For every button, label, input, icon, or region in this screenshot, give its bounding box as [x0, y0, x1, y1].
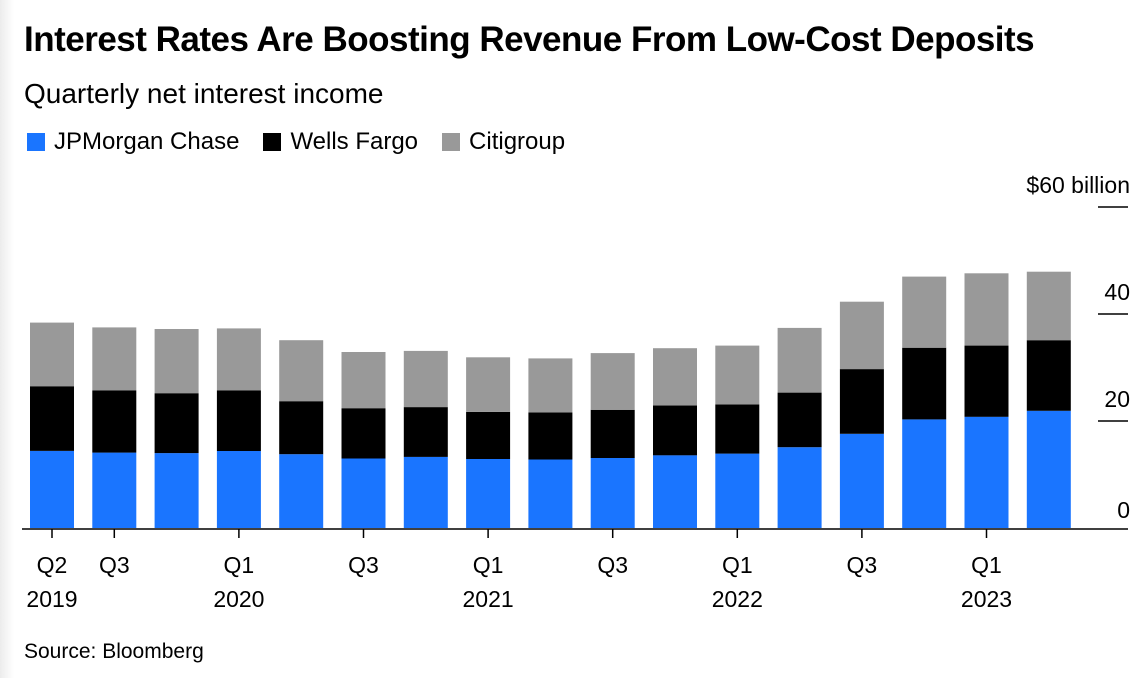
bar-segment-citigroup-5	[341, 352, 386, 409]
bar-segment-citigroup-12	[777, 327, 822, 393]
bar-segment-jpmorgan-chase-7	[466, 459, 511, 528]
bar-segment-jpmorgan-chase-15	[964, 416, 1009, 528]
bar-segment-citigroup-6	[403, 350, 448, 408]
x-tick-label-quarter-5: Q3	[597, 552, 628, 578]
y-tick-label-2: 40	[1104, 279, 1130, 305]
bar-segment-jpmorgan-chase-4	[279, 454, 324, 528]
legend-label-jpmorgan: JPMorgan Chase	[54, 128, 240, 155]
x-tick-label-year-0: 2019	[26, 586, 77, 612]
x-tick-label-year-2: 2020	[213, 586, 264, 612]
page-edge-shadow	[0, 0, 14, 678]
x-tick-label-quarter-2: Q1	[224, 552, 255, 578]
bar-segment-wells-fargo-5	[341, 408, 386, 459]
bar-segment-wells-fargo-6	[403, 407, 448, 457]
legend-label-citigroup: Citigroup	[469, 128, 566, 155]
bar-segment-jpmorgan-chase-11	[715, 453, 760, 528]
bar-segment-jpmorgan-chase-6	[403, 456, 448, 528]
legend-swatch-wells-fargo	[263, 133, 282, 151]
bar-segment-citigroup-14	[902, 276, 947, 348]
y-tick-label-0: 0	[1117, 497, 1130, 523]
bar-segment-wells-fargo-15	[964, 345, 1009, 417]
chart-subtitle: Quarterly net interest income	[24, 78, 384, 109]
x-tick-label-quarter-3: Q3	[348, 552, 379, 578]
bar-segment-jpmorgan-chase-10	[653, 455, 697, 528]
bar-segment-wells-fargo-16	[1026, 340, 1071, 411]
bar-segment-wells-fargo-4	[279, 401, 324, 455]
bar-segment-wells-fargo-7	[466, 411, 511, 459]
bar-segment-citigroup-10	[653, 348, 697, 406]
bar-segment-citigroup-8	[528, 358, 573, 413]
bar-segment-citigroup-15	[964, 273, 1009, 346]
bar-segment-jpmorgan-chase-12	[777, 447, 822, 528]
bar-segment-jpmorgan-chase-8	[528, 459, 573, 528]
bar-segment-jpmorgan-chase-3	[216, 451, 261, 528]
bar-segment-citigroup-13	[839, 301, 884, 370]
x-tick-label-quarter-8: Q1	[971, 552, 1002, 578]
x-tick-label-quarter-6: Q1	[722, 552, 753, 578]
bar-segment-citigroup-4	[279, 340, 324, 402]
legend-swatch-citigroup	[442, 133, 461, 151]
x-tick-label-year-6: 2022	[712, 586, 763, 612]
bar-segment-wells-fargo-9	[590, 409, 635, 458]
bar-segment-jpmorgan-chase-0	[30, 451, 74, 528]
bar-segment-jpmorgan-chase-13	[839, 433, 884, 528]
bar-segment-citigroup-16	[1026, 271, 1071, 341]
bar-segment-jpmorgan-chase-2	[154, 453, 199, 528]
bar-segment-citigroup-7	[466, 357, 511, 412]
y-tick-label-3: $60 billion	[1026, 172, 1130, 198]
bar-segment-wells-fargo-8	[528, 412, 573, 460]
bar-segment-citigroup-3	[216, 328, 261, 391]
bar-segment-wells-fargo-14	[902, 347, 947, 420]
bar-segment-citigroup-1	[92, 327, 137, 391]
x-tick-label-quarter-1: Q3	[99, 552, 130, 578]
legend-item-jpmorgan: JPMorgan Chase	[27, 128, 239, 156]
bar-segment-citigroup-0	[30, 322, 74, 387]
bar-segment-jpmorgan-chase-5	[341, 458, 386, 528]
bar-segment-wells-fargo-3	[216, 390, 261, 451]
chart-legend: JPMorgan Chase Wells Fargo Citigroup	[27, 128, 589, 156]
bar-segment-jpmorgan-chase-1	[92, 452, 137, 528]
legend-swatch-jpmorgan	[27, 133, 45, 151]
bar-segment-wells-fargo-0	[30, 386, 74, 451]
bar-segment-citigroup-11	[715, 345, 760, 405]
bar-segment-wells-fargo-10	[653, 405, 697, 456]
bar-segment-jpmorgan-chase-9	[590, 457, 635, 528]
source-note: Source: Bloomberg	[24, 640, 204, 663]
bar-segment-jpmorgan-chase-14	[902, 419, 947, 528]
x-tick-label-quarter-4: Q1	[473, 552, 504, 578]
legend-label-wells-fargo: Wells Fargo	[290, 128, 419, 155]
chart-title: Interest Rates Are Boosting Revenue From…	[24, 20, 1035, 59]
legend-item-wells-fargo: Wells Fargo	[263, 128, 418, 156]
legend-item-citigroup: Citigroup	[442, 128, 565, 156]
y-tick-label-1: 20	[1104, 386, 1130, 412]
bar-segment-wells-fargo-2	[154, 393, 199, 454]
bar-segment-wells-fargo-11	[715, 404, 760, 454]
x-tick-label-year-8: 2023	[961, 586, 1012, 612]
bar-segment-citigroup-9	[590, 353, 635, 410]
x-tick-label-quarter-0: Q2	[37, 552, 68, 578]
bar-segment-citigroup-2	[154, 329, 199, 394]
x-tick-label-quarter-7: Q3	[847, 552, 878, 578]
bar-segment-wells-fargo-12	[777, 392, 822, 448]
bar-segment-jpmorgan-chase-16	[1026, 410, 1071, 528]
x-tick-label-year-4: 2021	[463, 586, 514, 612]
bar-segment-wells-fargo-1	[92, 390, 137, 453]
bar-segment-wells-fargo-13	[839, 369, 884, 434]
